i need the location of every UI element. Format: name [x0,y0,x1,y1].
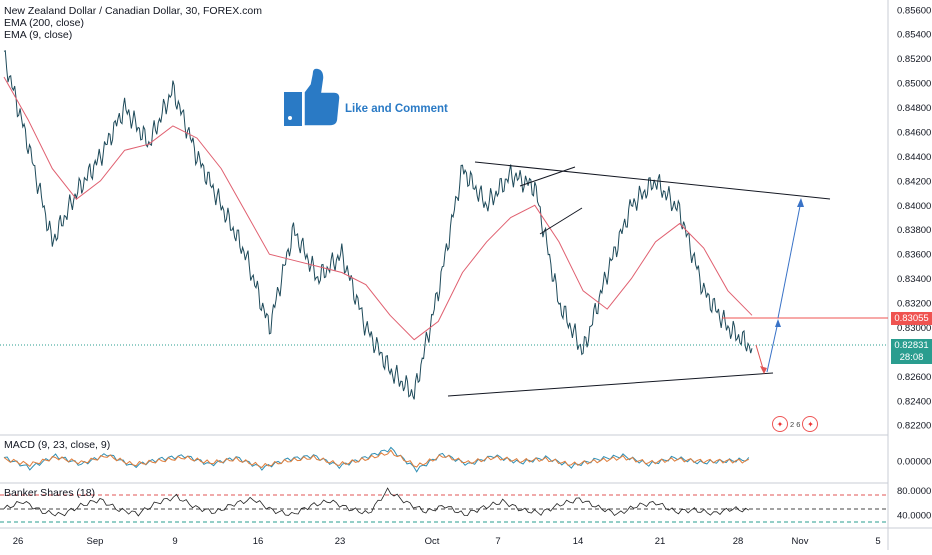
arrow-up-long[interactable] [777,200,802,319]
chart-title: New Zealand Dollar / Canadian Dollar, 30… [4,5,262,17]
banker-y-tick: 80.0000 [897,486,931,497]
channel-line-bottom[interactable] [539,207,583,235]
x-tick-label: 26 [13,536,24,547]
y-tick-label: 0.83000 [897,323,931,334]
ema200-legend[interactable]: EMA (200, close) [4,17,84,29]
current-price-tag: 0.82831 [891,339,932,352]
y-tick-label: 0.85600 [897,5,931,16]
arrow-up-long-head [797,198,804,207]
canada-flag-icon[interactable]: ✦ [802,416,819,432]
y-tick-label: 0.82600 [897,372,931,383]
y-tick-label: 0.83400 [897,274,931,285]
price-axis[interactable]: 0.85600 0.85400 0.85200 0.85000 0.84800 0.846… [897,5,931,431]
time-axis[interactable]: 26 Sep 9 16 23 Oct 7 14 21 28 Nov 5 [13,536,881,547]
banker-series-line [3,487,749,517]
thumbs-up-icon [284,67,341,127]
y-tick-label: 0.85000 [897,79,931,90]
y-tick-label: 0.83600 [897,250,931,261]
banker-legend[interactable]: Banker Shares (18) [4,487,96,499]
macd-legend[interactable]: MACD (9, 23, close, 9) [4,439,111,451]
ema9-legend[interactable]: EMA (9, close) [4,29,73,41]
y-tick-label: 0.84200 [897,176,931,187]
ema200-series-line [3,76,753,341]
arrow-up-short[interactable] [766,321,779,373]
event-badge[interactable]: 2 6 [790,419,801,429]
macd-y-tick: 0.00000 [897,457,931,468]
drawings[interactable] [0,161,888,397]
y-tick-label: 0.84000 [897,201,931,212]
banker-y-tick: 40.0000 [897,510,931,521]
y-tick-label: 0.85400 [897,30,931,41]
x-tick-label: 21 [655,536,666,547]
x-tick-label: Oct [425,536,440,547]
y-tick-label: 0.84400 [897,152,931,163]
signal-line [3,449,749,469]
arrow-down-head [760,366,767,374]
y-tick-label: 0.85200 [897,54,931,65]
arrow-up-short-head [775,319,781,327]
x-tick-label: 16 [253,536,264,547]
channel-line-top[interactable] [519,166,576,187]
trendline-upper[interactable] [474,161,831,200]
x-tick-label: 28 [733,536,744,547]
macd-pane[interactable]: 0.00000 [3,446,931,473]
x-tick-label: 7 [495,536,500,547]
x-tick-label: Nov [792,536,809,547]
x-tick-label: 5 [875,536,880,547]
countdown-tag: 28:08 [891,351,932,364]
price-series-line [3,50,753,400]
y-tick-label: 0.83200 [897,299,931,310]
trendline-lower[interactable] [447,372,774,397]
event-flags[interactable]: ✦ 2 6 ✦ [772,416,819,432]
level-price-tag: 0.83055 [891,312,932,325]
y-tick-label: 0.84600 [897,127,931,138]
x-tick-label: 23 [335,536,346,547]
y-tick-label: 0.83800 [897,225,931,236]
macd-line [3,446,750,473]
main-pane[interactable] [3,50,753,400]
x-tick-label: 9 [172,536,177,547]
y-tick-label: 0.82400 [897,396,931,407]
x-tick-label: 14 [573,536,584,547]
x-tick-label: Sep [87,536,104,547]
like-comment-text: Like and Comment [345,103,448,115]
canada-flag-icon[interactable]: ✦ [772,416,788,432]
banker-pane[interactable]: 80.0000 40.0000 [0,486,931,523]
y-tick-label: 0.84800 [897,103,931,114]
y-tick-label: 0.82200 [897,421,931,432]
